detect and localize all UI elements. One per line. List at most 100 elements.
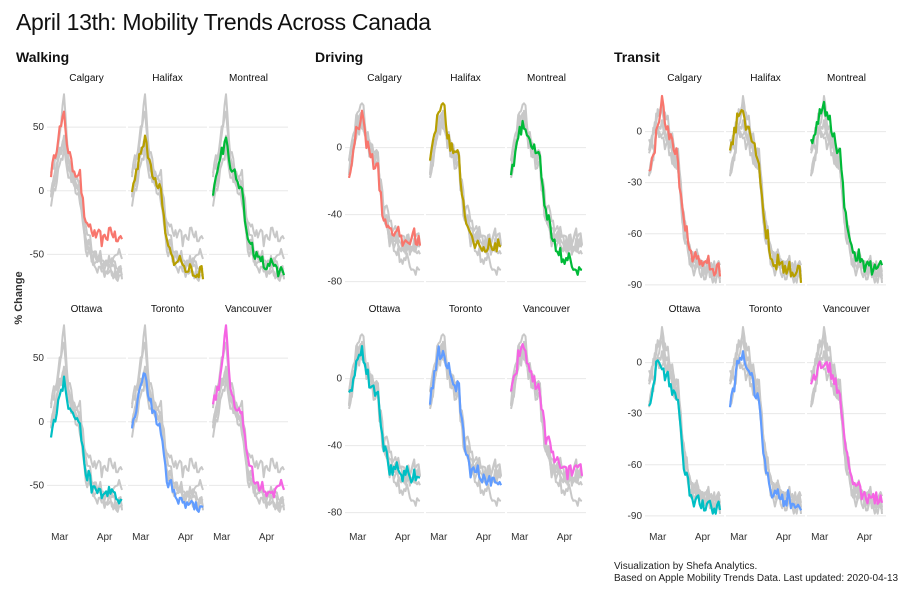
x-tick-transit-vancouver-apr: Apr (857, 532, 873, 543)
bg-line-transit-toronto-calgary (729, 326, 802, 508)
bg-line-walking-toronto-vancouver (131, 324, 204, 499)
credit-line-2: Based on Apple Mobility Trends Data. Las… (614, 573, 899, 584)
panel-label-transit-montreal: Montreal (827, 73, 866, 84)
y-tick-walking-r1-50: 50 (33, 353, 45, 364)
series-line-transit-vancouver (809, 360, 884, 505)
panel-label-walking-calgary: Calgary (69, 73, 103, 84)
panel-label-driving-toronto: Toronto (449, 304, 483, 315)
bg-line-transit-halifax-calgary (729, 95, 802, 277)
x-tick-walking-ottawa-apr: Apr (97, 532, 113, 543)
bg-line-driving-halifax-toronto (429, 114, 502, 256)
series-line-driving-calgary (347, 109, 422, 247)
y-tick-walking-r0-m50: -50 (30, 249, 45, 260)
x-tick-transit-toronto-mar: Mar (730, 532, 748, 543)
bg-line-driving-toronto-vancouver (429, 343, 502, 481)
y-tick-driving-r1-m80: -80 (328, 508, 343, 519)
group-title-driving: Driving (315, 49, 364, 65)
bg-line-driving-montreal-ottawa (510, 114, 583, 253)
panel-label-transit-calgary: Calgary (667, 73, 701, 84)
y-tick-driving-r0-m80: -80 (328, 277, 343, 288)
y-tick-transit-r1-m90: -90 (628, 511, 643, 522)
y-tick-walking-r0-50: 50 (33, 122, 45, 133)
x-tick-driving-ottawa-apr: Apr (395, 532, 411, 543)
bg-line-transit-vancouver-calgary (810, 326, 883, 508)
bg-line-transit-ottawa-vancouver (648, 360, 721, 505)
panel-label-walking-ottawa: Ottawa (71, 304, 103, 315)
y-tick-transit-r1-m30: -30 (628, 409, 643, 420)
panel-label-transit-halifax: Halifax (750, 73, 781, 84)
series-line-driving-vancouver (509, 343, 584, 481)
x-tick-walking-ottawa-mar: Mar (51, 532, 69, 543)
bg-line-driving-halifax-ottawa (429, 114, 502, 253)
bg-line-walking-halifax-calgary (131, 110, 204, 248)
panel-label-transit-vancouver: Vancouver (823, 304, 871, 315)
bg-line-driving-montreal-toronto (510, 114, 583, 256)
bg-line-driving-toronto-ottawa (429, 345, 502, 484)
bg-line-walking-calgary-vancouver (50, 93, 123, 268)
bg-line-walking-halifax-vancouver (131, 93, 204, 268)
x-tick-transit-ottawa-mar: Mar (649, 532, 667, 543)
bg-line-driving-halifax-vancouver (429, 112, 502, 250)
x-tick-driving-toronto-mar: Mar (430, 532, 448, 543)
panel-label-walking-vancouver: Vancouver (225, 304, 273, 315)
bg-line-driving-ottawa-toronto (348, 345, 421, 487)
bg-line-driving-ottawa-vancouver (348, 343, 421, 481)
series-line-walking-toronto (130, 372, 204, 513)
x-tick-transit-toronto-apr: Apr (776, 532, 792, 543)
panel-label-driving-vancouver: Vancouver (523, 304, 571, 315)
bg-line-driving-vancouver-ottawa (510, 345, 583, 484)
panel-label-walking-montreal: Montreal (229, 73, 268, 84)
series-line-driving-ottawa (348, 345, 421, 484)
x-tick-walking-vancouver-mar: Mar (213, 532, 231, 543)
bg-line-transit-montreal-calgary (810, 95, 883, 277)
series-line-walking-vancouver (211, 324, 286, 499)
bg-line-walking-ottawa-calgary (50, 341, 123, 479)
x-tick-walking-vancouver-apr: Apr (259, 532, 275, 543)
bg-line-transit-toronto-vancouver (729, 360, 802, 505)
bg-line-transit-calgary-vancouver (648, 129, 721, 274)
panel-label-driving-montreal: Montreal (527, 73, 566, 84)
y-tick-transit-r0-m30: -30 (628, 178, 643, 189)
series-line-transit-toronto (728, 350, 802, 511)
y-tick-transit-r1-0: 0 (636, 358, 642, 369)
bg-line-driving-vancouver-toronto (510, 345, 583, 487)
credit-note: Visualization by Shefa Analytics. Based … (614, 561, 898, 585)
x-tick-driving-vancouver-mar: Mar (511, 532, 529, 543)
y-tick-driving-r1-0: 0 (336, 374, 342, 385)
bg-line-walking-calgary-toronto (50, 141, 123, 282)
series-line-driving-montreal (509, 119, 583, 276)
panel-label-driving-halifax: Halifax (450, 73, 481, 84)
y-tick-transit-r0-0: 0 (636, 127, 642, 138)
page-title: April 13th: Mobility Trends Across Canad… (16, 9, 431, 35)
series-line-transit-ottawa (648, 359, 722, 515)
series-line-driving-toronto (428, 345, 503, 487)
x-tick-driving-toronto-apr: Apr (476, 532, 492, 543)
credit-line-1: Visualization by Shefa Analytics. (614, 561, 758, 572)
x-tick-driving-ottawa-mar: Mar (349, 532, 367, 543)
series-line-transit-halifax (728, 109, 803, 283)
bg-line-walking-montreal-calgary (212, 110, 285, 248)
y-tick-driving-r1-m40: -40 (328, 441, 343, 452)
series-line-walking-ottawa (49, 375, 123, 505)
panel-label-walking-halifax: Halifax (152, 73, 183, 84)
series-line-transit-montreal (809, 100, 884, 276)
panel-label-walking-toronto: Toronto (151, 304, 185, 315)
series-line-walking-halifax (130, 134, 205, 280)
bg-line-driving-calgary-toronto (348, 114, 421, 256)
y-tick-driving-r0-0: 0 (336, 143, 342, 154)
series-line-transit-calgary (648, 94, 722, 277)
bg-line-walking-ottawa-toronto (50, 372, 123, 513)
series-line-driving-halifax (428, 102, 502, 253)
group-title-walking: Walking (16, 49, 70, 65)
series-line-walking-montreal (211, 136, 286, 278)
x-tick-transit-ottawa-apr: Apr (695, 532, 711, 543)
y-tick-transit-r0-m90: -90 (628, 280, 643, 291)
y-tick-transit-r0-m60: -60 (628, 229, 643, 240)
y-tick-transit-r1-m60: -60 (628, 460, 643, 471)
panel-label-transit-toronto: Toronto (749, 304, 783, 315)
x-tick-walking-toronto-apr: Apr (178, 532, 194, 543)
bg-line-transit-ottawa-calgary (648, 326, 721, 508)
y-tick-walking-r0-0: 0 (38, 186, 44, 197)
bg-line-driving-calgary-ottawa (348, 114, 421, 253)
